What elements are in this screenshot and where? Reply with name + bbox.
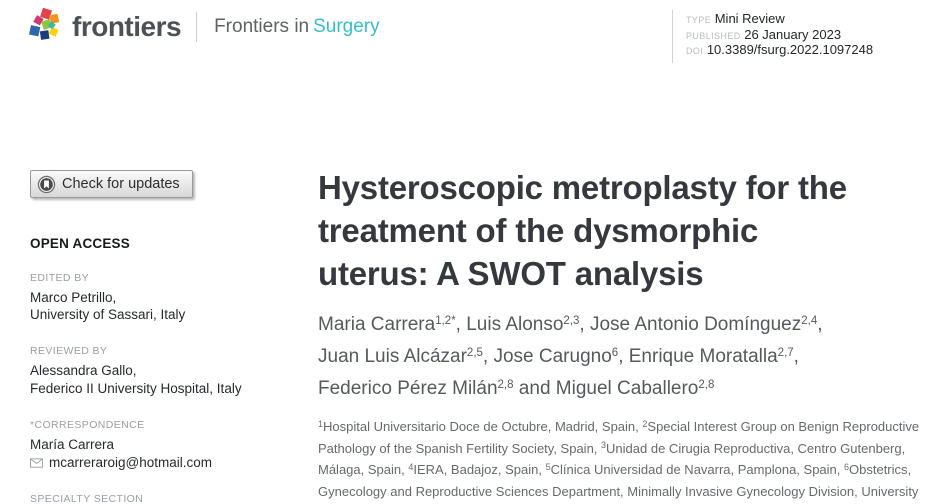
journal-prefix: Frontiers in (214, 16, 310, 37)
author-name: Jose Antonio Domínguez2,4 (589, 314, 818, 335)
author-affiliation-superscript: 2,3 (563, 314, 580, 327)
meta-row: TYPE Mini Review (686, 11, 873, 28)
crossmark-icon (37, 175, 56, 193)
sidebar-section: EDITED BY Marco Petrillo, University of Sa… (30, 272, 310, 325)
affiliation-number: 5 (545, 461, 551, 472)
meta-value: 26 January 2023 (740, 26, 842, 42)
affiliation-text: IERA, Badajoz, Spain, (413, 462, 546, 477)
article-sidebar: Check for updates OPEN ACCESS EDITED BY M… (30, 170, 310, 504)
sidebar-section-label: EDITED BY (30, 271, 90, 284)
correspondence-email[interactable]: mcarreraroig@hotmail.com (30, 454, 310, 472)
sidebar-section-line: University of Sassari, Italy (30, 307, 186, 323)
affiliation-text: Special Interest Group on Benign Reprodu… (318, 419, 920, 456)
sidebar-sections: EDITED BY Marco Petrillo, University of Sa… (30, 272, 310, 504)
affiliation-number: 3 (601, 440, 607, 451)
author-affiliation-superscript: 6 (611, 346, 619, 359)
open-access-label: OPEN ACCESS (30, 235, 130, 251)
sidebar-section: SPECIALTY SECTIONThis article was submit… (30, 493, 310, 504)
sidebar-section-line: Marco Petrillo, (30, 289, 117, 305)
sidebar-section-label: *CORRESPONDENCE (30, 419, 145, 432)
author-affiliation-superscript: 2,7 (777, 346, 794, 359)
author-name: Luis Alonso2,3 (466, 314, 580, 335)
meta-row: PUBLISHED 26 January 2023 (686, 26, 873, 44)
meta-value: Mini Review (711, 11, 785, 26)
envelope-icon (30, 458, 43, 468)
meta-label: TYPE (686, 15, 712, 25)
article-meta-rows: TYPE Mini Review PUBLISHED 26 January 202… (686, 11, 874, 59)
author-affiliation-superscript: 2,8 (497, 378, 514, 391)
author-name: Federico Pérez Milán2,8 (318, 378, 514, 399)
author-name: Enrique Moratalla2,7 (628, 346, 794, 367)
author-affiliation-superscript: 1,2* (435, 314, 456, 327)
article-title-line: uterus: A SWOT analysis (318, 255, 704, 292)
sidebar-section-line: María Carrera (30, 437, 115, 453)
author-affiliation-superscript: 2,4 (801, 314, 818, 327)
sidebar-section-line: Alessandra Gallo, (30, 363, 137, 379)
author-name: Jose Carugno6 (493, 346, 619, 367)
article-meta: TYPE Mini Review PUBLISHED 26 January 202… (672, 10, 873, 63)
article-title-line: Hysteroscopic metroplasty for the (318, 169, 847, 206)
publisher-header: frontiers Frontiers in Surgery (28, 8, 380, 46)
journal-name: Surgery (313, 16, 380, 37)
affiliation-number: 1 (318, 418, 324, 429)
article-main: Hysteroscopic metroplasty for the treatme… (318, 166, 926, 504)
affiliation-text: Unidad de Cirugia Reproductiva, Centro G… (318, 440, 906, 478)
author-affiliation-superscript: 2,8 (698, 378, 715, 391)
sidebar-section-label: REVIEWED BY (30, 345, 108, 358)
sidebar-section-label: SPECIALTY SECTION (30, 493, 144, 504)
affiliation-number: 4 (408, 461, 414, 472)
author-list: Maria Carrera1,2*, Luis Alonso2,3, Jose … (318, 314, 823, 399)
check-for-updates-label: Check for updates (62, 176, 180, 192)
meta-value: 10.3389/fsurg.2022.1097248 (703, 42, 874, 57)
publisher-wordmark: frontiers (72, 11, 182, 42)
frontiers-logo-icon (29, 8, 60, 40)
sidebar-section: *CORRESPONDENCE María Carrera mcarreraroig… (30, 419, 310, 472)
affiliation-number: 6 (844, 461, 850, 472)
article-title: Hysteroscopic metroplasty for the treatme… (318, 166, 926, 295)
correspondence-email-text: mcarreraroig@hotmail.com (49, 455, 212, 471)
author-name: Maria Carrera1,2* (318, 314, 456, 335)
journal-title: Frontiers in Surgery (214, 16, 380, 38)
meta-label: PUBLISHED (686, 30, 741, 41)
author-name: Miguel Caballero2,8 (555, 378, 715, 399)
meta-row: DOI 10.3389/fsurg.2022.1097248 (686, 42, 874, 59)
affiliation-number: 7 (676, 503, 681, 504)
meta-label: DOI (686, 46, 704, 56)
check-for-updates-button[interactable]: Check for updates (30, 170, 193, 198)
author-affiliation-superscript: 2,5 (466, 346, 483, 359)
affiliation-text: Hospital Universitario Doce de Octubre, … (323, 419, 643, 434)
affiliation-list: 1Hospital Universitario Doce de Octubre,… (318, 417, 926, 504)
header-divider (196, 12, 198, 42)
affiliation-number: 2 (642, 418, 648, 429)
sidebar-section-line: Federico II University Hospital, Italy (30, 381, 242, 397)
affiliation-text: Clínica Universidad de Navarra, Pamplona… (550, 462, 844, 477)
article-title-line: treatment of the dysmorphic (318, 212, 759, 249)
author-name: Juan Luis Alcázar2,5 (318, 346, 483, 367)
sidebar-section: REVIEWED BY Alessandra Gallo, Federico II … (30, 345, 310, 398)
